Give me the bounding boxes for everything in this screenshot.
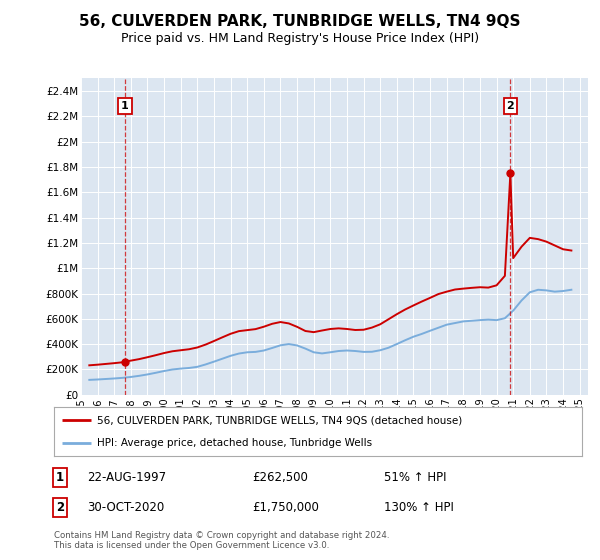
Text: Contains HM Land Registry data © Crown copyright and database right 2024.
This d: Contains HM Land Registry data © Crown c…: [54, 531, 389, 550]
Text: 51% ↑ HPI: 51% ↑ HPI: [384, 470, 446, 484]
Text: 130% ↑ HPI: 130% ↑ HPI: [384, 501, 454, 515]
Text: HPI: Average price, detached house, Tunbridge Wells: HPI: Average price, detached house, Tunb…: [97, 438, 373, 448]
Text: 2: 2: [56, 501, 64, 515]
Text: 22-AUG-1997: 22-AUG-1997: [87, 470, 166, 484]
Text: 30-OCT-2020: 30-OCT-2020: [87, 501, 164, 515]
Text: 1: 1: [121, 101, 129, 111]
Text: £1,750,000: £1,750,000: [252, 501, 319, 515]
Text: 56, CULVERDEN PARK, TUNBRIDGE WELLS, TN4 9QS: 56, CULVERDEN PARK, TUNBRIDGE WELLS, TN4…: [79, 14, 521, 29]
Text: 2: 2: [506, 101, 514, 111]
Text: 1: 1: [56, 470, 64, 484]
Text: 56, CULVERDEN PARK, TUNBRIDGE WELLS, TN4 9QS (detached house): 56, CULVERDEN PARK, TUNBRIDGE WELLS, TN4…: [97, 416, 463, 426]
Text: £262,500: £262,500: [252, 470, 308, 484]
Text: Price paid vs. HM Land Registry's House Price Index (HPI): Price paid vs. HM Land Registry's House …: [121, 32, 479, 45]
